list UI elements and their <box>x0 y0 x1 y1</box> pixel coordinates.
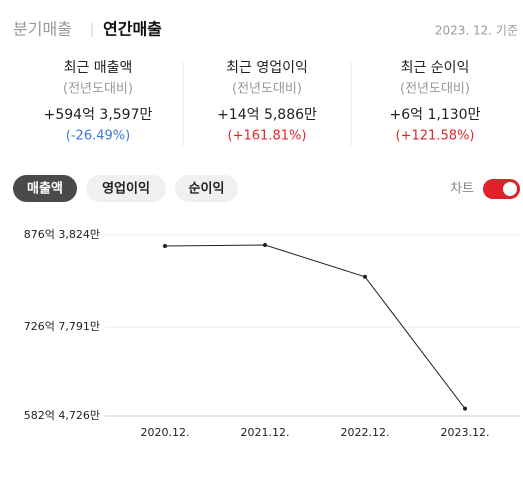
filter-button[interactable] <box>86 175 166 202</box>
toggle-knob <box>503 182 517 196</box>
y-tick-label: 876억 3,824만 <box>24 228 100 241</box>
toggle-label: 차트 <box>450 182 474 197</box>
tab[interactable]: 분기매출 <box>13 20 72 39</box>
summary-change: (+121.58%) <box>396 129 475 144</box>
filter-label: 순이익 <box>189 181 225 197</box>
tab-active[interactable]: 연간매출 <box>103 20 162 39</box>
filter-button[interactable] <box>13 175 77 202</box>
summary-sub: (전년도대비) <box>400 82 470 97</box>
summary-change: (+161.81%) <box>228 129 307 144</box>
summary-sub: (전년도대비) <box>232 82 302 97</box>
y-tick-label: 582억 4,726만 <box>24 409 100 422</box>
point <box>363 274 367 279</box>
x-tick-label: 2023.12. <box>441 426 490 439</box>
summary-title: 최근 영업이익 <box>226 60 308 76</box>
basis-date: 2023. 12. 기준 <box>435 24 518 38</box>
summary-title: 최근 매출액 <box>64 60 133 76</box>
filter-button[interactable] <box>175 175 238 202</box>
filter-label: 영업이익 <box>102 181 150 197</box>
filter-label: 매출액 <box>27 181 63 197</box>
summary-title: 최근 순이익 <box>401 60 470 76</box>
x-tick-label: 2021.12. <box>241 426 290 439</box>
summary-value: +6억 1,130만 <box>390 107 481 123</box>
point <box>163 244 167 249</box>
line <box>164 244 466 409</box>
point <box>463 406 467 411</box>
summary-value: +14억 5,886만 <box>217 107 317 123</box>
summary-change: (-26.49%) <box>66 129 130 144</box>
summary-value: +594억 3,597만 <box>44 107 153 123</box>
x-tick-label: 2022.12. <box>341 426 390 439</box>
y-tick-label: 726억 7,791만 <box>24 320 100 333</box>
point <box>263 243 267 248</box>
x-tick-label: 2020.12. <box>141 426 190 439</box>
summary-sub: (전년도대비) <box>63 82 133 97</box>
